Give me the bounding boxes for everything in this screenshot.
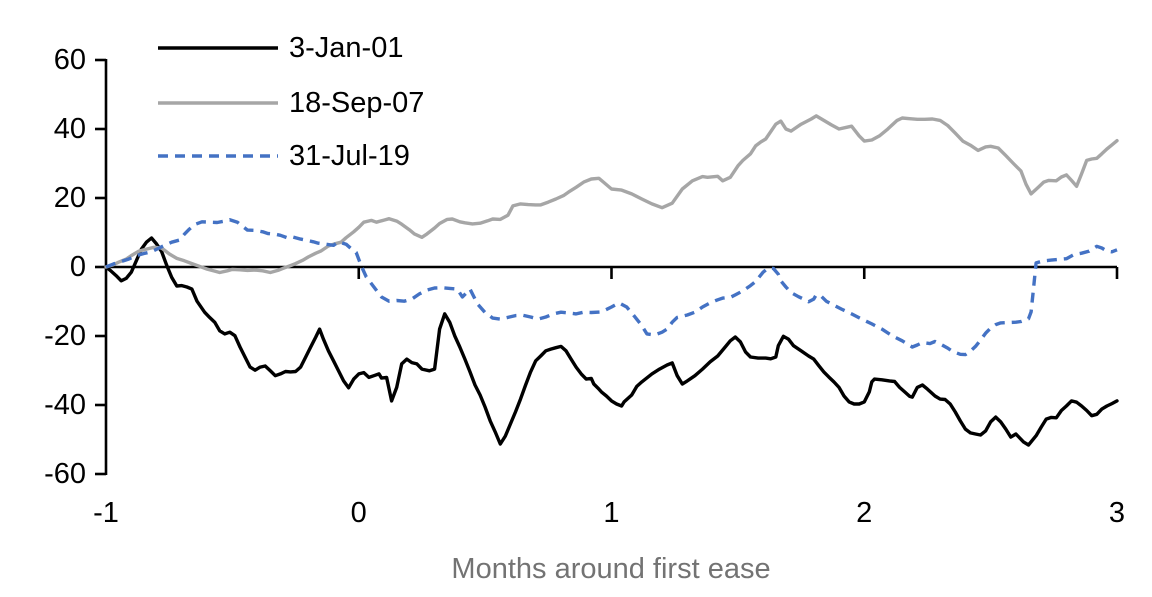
legend-label: 18-Sep-07 xyxy=(289,87,424,119)
y-tick-label: -40 xyxy=(44,389,86,421)
y-tick-label: -60 xyxy=(44,458,86,490)
legend-item: 3-Jan-01 xyxy=(158,32,403,64)
y-tick-label: 60 xyxy=(54,44,86,76)
x-tick-label: 0 xyxy=(351,497,367,529)
legend-item: 18-Sep-07 xyxy=(158,87,424,119)
legend-label: 3-Jan-01 xyxy=(289,32,403,64)
axis-labels-layer: 60 40 20 0 -20 -40 -60-1 0 1 2 3 xyxy=(44,44,1125,529)
x-tick-label: -1 xyxy=(93,497,119,529)
series-line-18-sep-07 xyxy=(104,114,1119,275)
x-axis-title: Months around first ease xyxy=(451,553,770,585)
legend-label: 31-Jul-19 xyxy=(289,140,410,172)
x-tick-label: 2 xyxy=(856,497,872,529)
y-tick-label: 40 xyxy=(54,113,86,145)
y-tick-label: -20 xyxy=(44,320,86,352)
x-tick-label: 3 xyxy=(1109,497,1125,529)
series-line-31-jul-19 xyxy=(105,217,1118,357)
axes-layer xyxy=(95,58,1119,476)
series-line-3-jan-01 xyxy=(104,236,1119,447)
legend-item: 31-Jul-19 xyxy=(158,140,410,172)
legend: 3-Jan-01 18-Sep-07 31-Jul-19 xyxy=(158,32,424,172)
y-tick-label: 0 xyxy=(70,251,86,283)
x-tick-label: 1 xyxy=(603,497,619,529)
series-layer xyxy=(104,114,1119,447)
y-tick-label: 20 xyxy=(54,182,86,214)
